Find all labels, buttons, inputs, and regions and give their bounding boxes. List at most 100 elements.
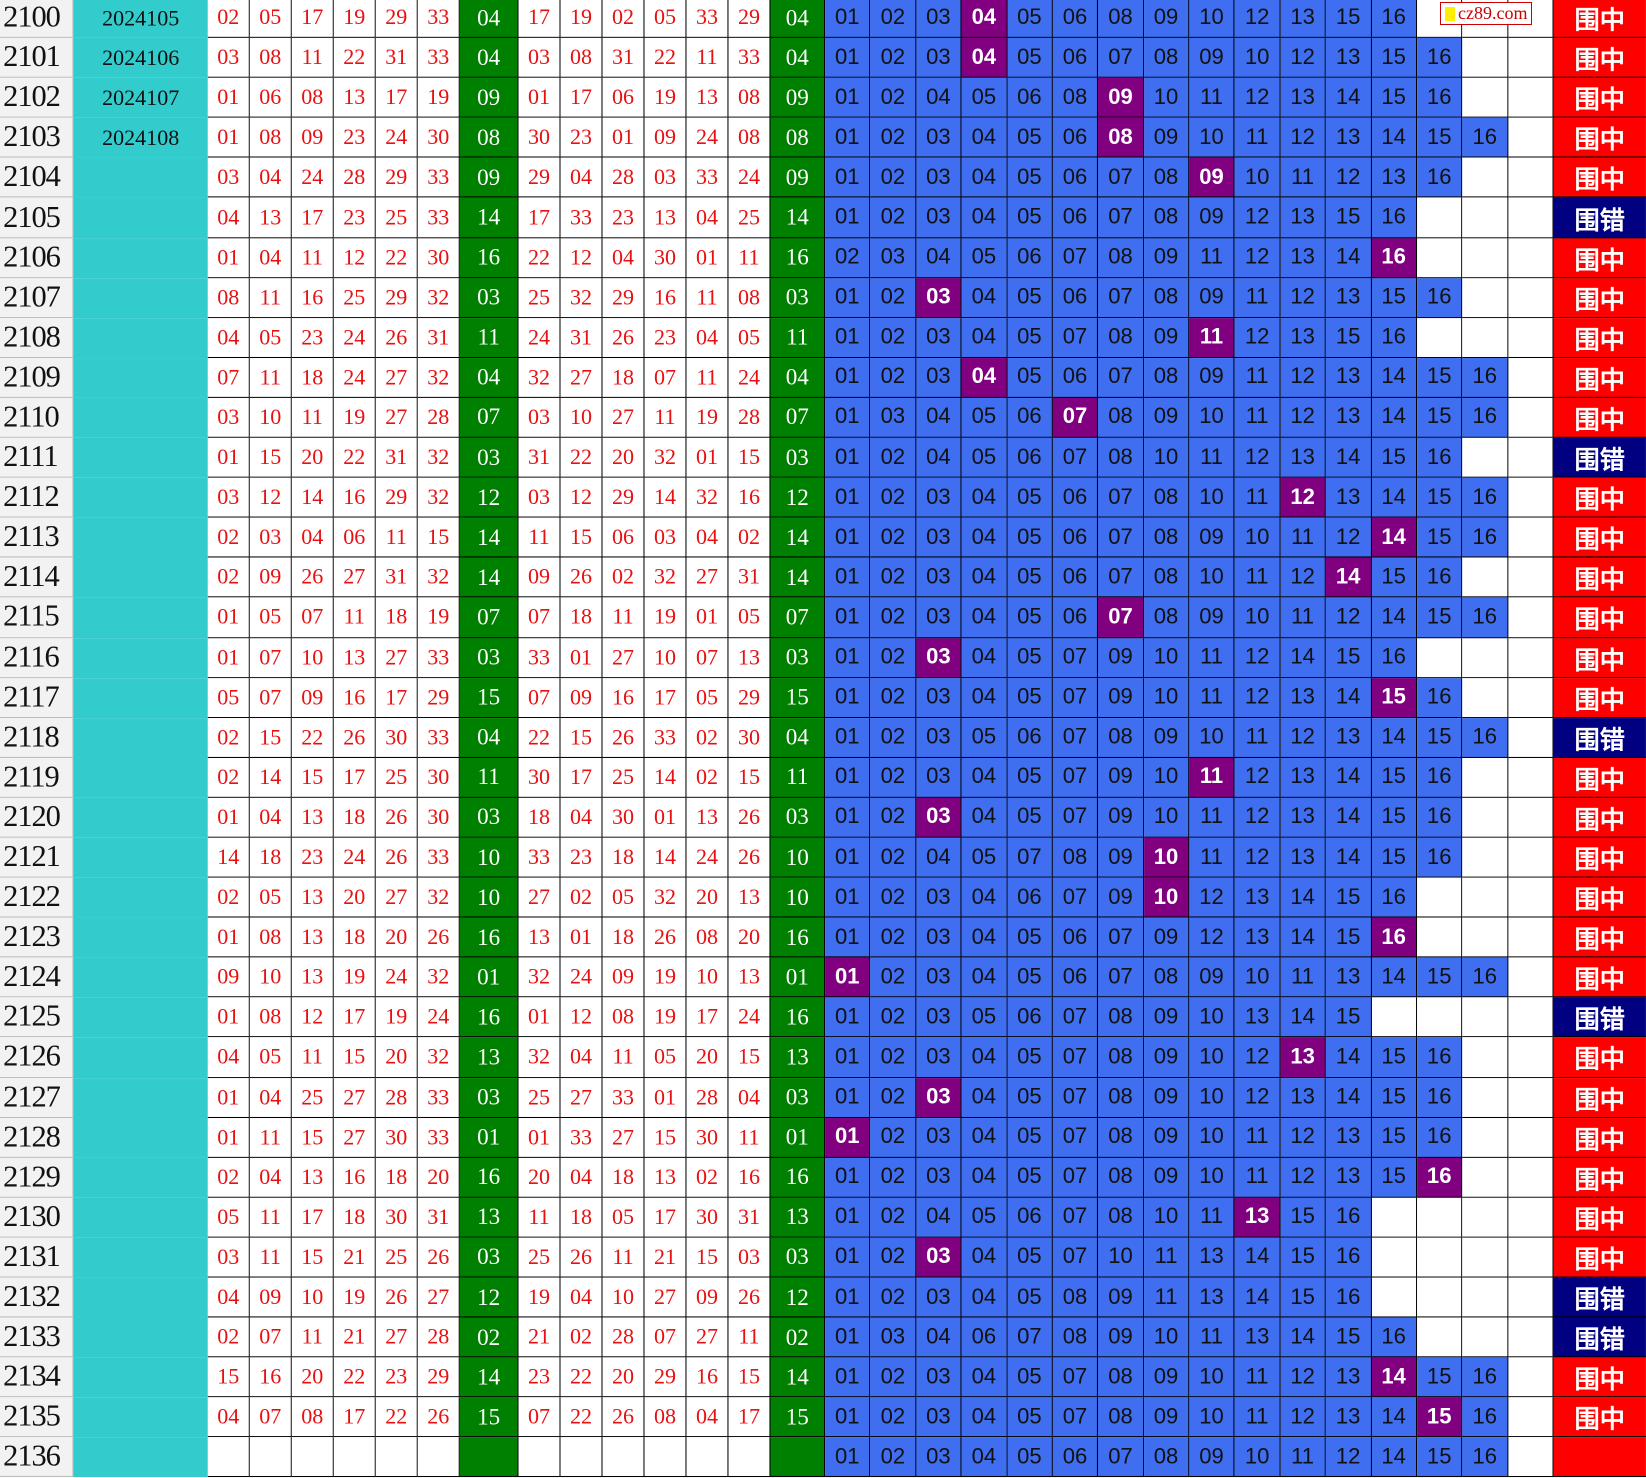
- blue-number-cell[interactable]: 09: [1098, 757, 1144, 798]
- red-number-cell[interactable]: 33: [602, 1077, 645, 1118]
- blue-number-cell[interactable]: 07: [1052, 237, 1099, 278]
- row-number[interactable]: 2125: [0, 997, 74, 1038]
- blue-number-cell[interactable]: 09: [1143, 317, 1190, 358]
- blue-number-cell[interactable]: 10: [1143, 637, 1190, 678]
- blue-number-cell[interactable]: 09: [1189, 957, 1235, 998]
- red-number-cell[interactable]: 16: [291, 277, 334, 318]
- issue-cell[interactable]: [73, 797, 208, 838]
- red-number-cell[interactable]: 32: [417, 877, 460, 918]
- blue-number-cell[interactable]: 08: [1052, 77, 1099, 118]
- red-number-cell[interactable]: 18: [560, 597, 603, 638]
- blue-number-cell[interactable]: 07: [1052, 1237, 1099, 1278]
- blue-number-cell[interactable]: 12: [1234, 237, 1281, 278]
- blue-number-cell[interactable]: 14: [1371, 1397, 1417, 1438]
- blue-number-cell[interactable]: 09: [1189, 1437, 1235, 1478]
- red-number-cell[interactable]: 16: [644, 277, 687, 318]
- empty-cell[interactable]: [1416, 1237, 1463, 1278]
- red-number-cell[interactable]: 02: [686, 717, 729, 758]
- blue-number-cell[interactable]: 15: [1325, 1317, 1372, 1358]
- red-number-cell[interactable]: 26: [375, 1277, 418, 1318]
- blue-number-cell[interactable]: 02: [870, 1397, 917, 1438]
- red-number-cell[interactable]: 11: [518, 517, 561, 558]
- blue-number-cell[interactable]: 01: [825, 837, 871, 878]
- red-number-cell[interactable]: 15: [417, 517, 460, 558]
- red-number-cell[interactable]: 24: [560, 957, 603, 998]
- issue-cell[interactable]: [73, 1117, 208, 1158]
- blue-number-cell[interactable]: 08: [1143, 157, 1190, 198]
- blue-number-cell[interactable]: 09: [1143, 1397, 1190, 1438]
- blue-number-cell[interactable]: 01: [825, 597, 871, 638]
- red-number-cell[interactable]: 24: [333, 357, 376, 398]
- red-number-cell[interactable]: 24: [686, 837, 729, 878]
- blue-number-cell[interactable]: 10: [1189, 0, 1235, 38]
- red-number-cell[interactable]: [644, 1437, 687, 1478]
- red-number-cell[interactable]: 26: [375, 797, 418, 838]
- issue-cell[interactable]: [73, 757, 208, 798]
- red-number-cell[interactable]: 02: [602, 0, 645, 38]
- red-number-cell[interactable]: 04: [207, 197, 250, 238]
- green-number-cell[interactable]: 13: [459, 1037, 519, 1078]
- red-number-cell[interactable]: 13: [728, 957, 771, 998]
- red-number-cell[interactable]: 15: [644, 1117, 687, 1158]
- red-number-cell[interactable]: 20: [375, 917, 418, 958]
- red-number-cell[interactable]: 08: [207, 277, 250, 318]
- blue-number-cell[interactable]: 04: [916, 437, 962, 478]
- red-number-cell[interactable]: 22: [291, 717, 334, 758]
- hit-number-cell[interactable]: 10: [1143, 837, 1190, 878]
- blue-number-cell[interactable]: 10: [1189, 1157, 1235, 1198]
- empty-cell[interactable]: [1462, 757, 1509, 798]
- red-number-cell[interactable]: 12: [291, 997, 334, 1038]
- green-number-cell[interactable]: 14: [770, 1357, 826, 1398]
- result-badge[interactable]: 围中: [1553, 1157, 1646, 1198]
- blue-number-cell[interactable]: 15: [1416, 517, 1463, 558]
- green-number-cell[interactable]: 10: [459, 877, 519, 918]
- blue-number-cell[interactable]: 05: [1007, 517, 1053, 558]
- result-badge[interactable]: 围中: [1553, 917, 1646, 958]
- red-number-cell[interactable]: 30: [417, 797, 460, 838]
- blue-number-cell[interactable]: 02: [870, 1197, 917, 1238]
- red-number-cell[interactable]: 29: [417, 677, 460, 718]
- red-number-cell[interactable]: 32: [686, 477, 729, 518]
- blue-number-cell[interactable]: 04: [961, 917, 1008, 958]
- blue-number-cell[interactable]: 05: [1007, 1117, 1053, 1158]
- result-badge[interactable]: 围中: [1553, 277, 1646, 318]
- red-number-cell[interactable]: 15: [728, 437, 771, 478]
- blue-number-cell[interactable]: 15: [1416, 477, 1463, 518]
- red-number-cell[interactable]: 14: [207, 837, 250, 878]
- blue-number-cell[interactable]: 05: [1007, 1277, 1053, 1318]
- red-number-cell[interactable]: 26: [602, 717, 645, 758]
- red-number-cell[interactable]: 17: [333, 757, 376, 798]
- blue-number-cell[interactable]: 05: [1007, 1237, 1053, 1278]
- blue-number-cell[interactable]: 15: [1416, 357, 1463, 398]
- red-number-cell[interactable]: 13: [249, 197, 292, 238]
- red-number-cell[interactable]: 20: [417, 1157, 460, 1198]
- issue-cell[interactable]: [73, 597, 208, 638]
- row-number[interactable]: 2130: [0, 1197, 74, 1238]
- row-number[interactable]: 2109: [0, 357, 74, 398]
- red-number-cell[interactable]: 11: [333, 597, 376, 638]
- red-number-cell[interactable]: 27: [518, 877, 561, 918]
- empty-cell[interactable]: [1508, 1357, 1554, 1398]
- blue-number-cell[interactable]: 03: [916, 957, 962, 998]
- blue-number-cell[interactable]: 06: [1007, 437, 1053, 478]
- red-number-cell[interactable]: 07: [249, 1397, 292, 1438]
- green-number-cell[interactable]: 02: [770, 1317, 826, 1358]
- red-number-cell[interactable]: 20: [602, 1357, 645, 1398]
- blue-number-cell[interactable]: 12: [1189, 917, 1235, 958]
- green-number-cell[interactable]: 15: [459, 1397, 519, 1438]
- green-number-cell[interactable]: 09: [459, 157, 519, 198]
- red-number-cell[interactable]: 03: [644, 157, 687, 198]
- green-number-cell[interactable]: 11: [459, 757, 519, 798]
- blue-number-cell[interactable]: 03: [916, 597, 962, 638]
- blue-number-cell[interactable]: 08: [1098, 0, 1144, 38]
- row-number[interactable]: 2126: [0, 1037, 74, 1078]
- row-number[interactable]: 2108: [0, 317, 74, 358]
- red-number-cell[interactable]: 14: [249, 757, 292, 798]
- blue-number-cell[interactable]: 10: [1189, 397, 1235, 438]
- empty-cell[interactable]: [1508, 877, 1554, 918]
- empty-cell[interactable]: [1416, 1317, 1463, 1358]
- blue-number-cell[interactable]: 10: [1234, 37, 1281, 78]
- red-number-cell[interactable]: 04: [686, 1397, 729, 1438]
- blue-number-cell[interactable]: 09: [1143, 717, 1190, 758]
- hit-number-cell[interactable]: 15: [1416, 1397, 1463, 1438]
